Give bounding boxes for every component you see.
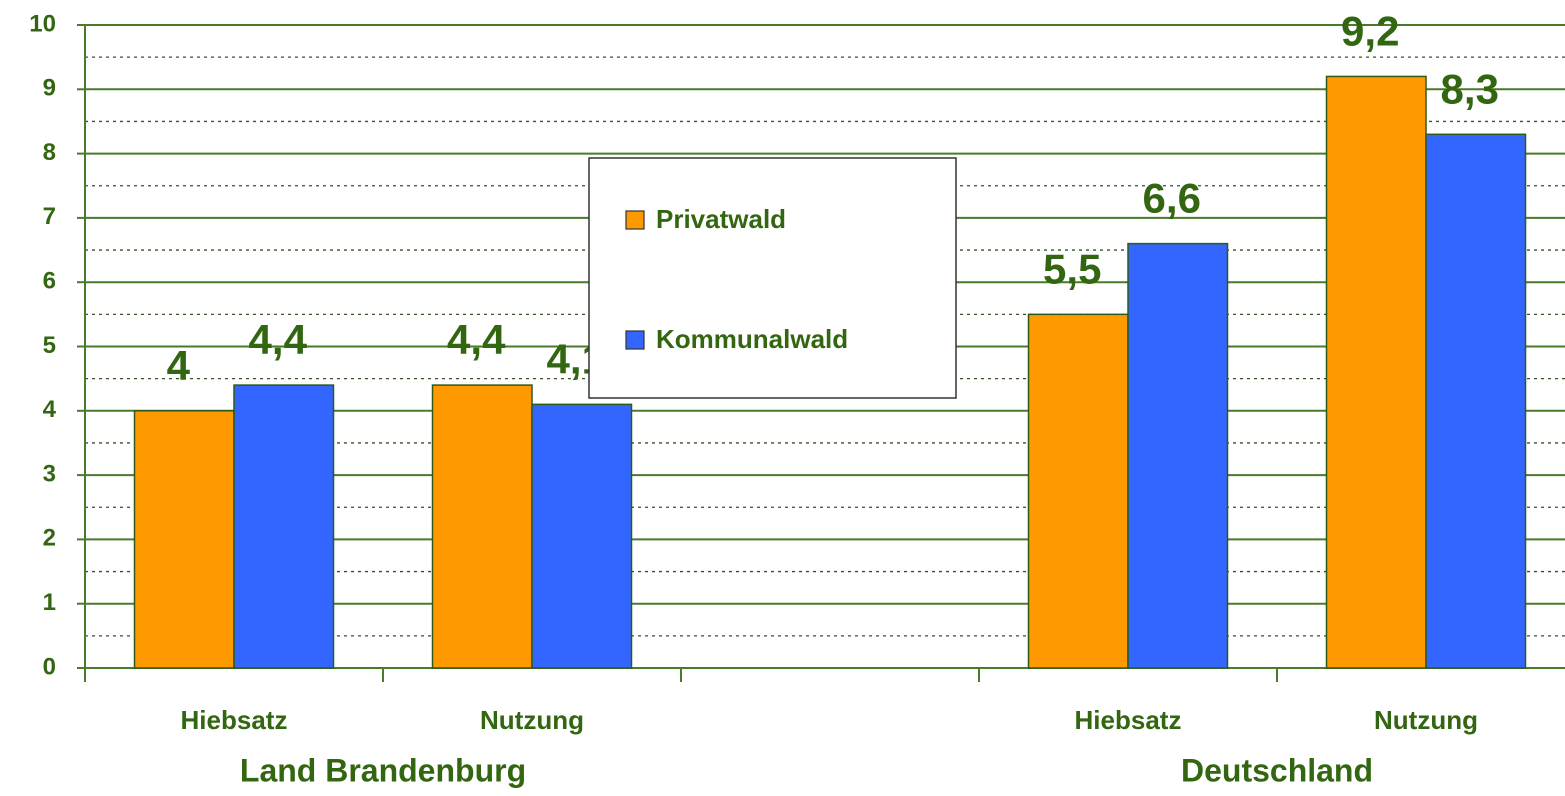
bar <box>1425 133 1527 669</box>
bar <box>133 410 235 669</box>
bar <box>233 384 335 669</box>
legend-label: Privatwald <box>656 204 786 234</box>
x-tick-label: Hiebsatz <box>1075 705 1182 735</box>
y-tick-label: 2 <box>43 525 56 552</box>
value-label: 9,2 <box>1341 8 1399 55</box>
value-label: 6,6 <box>1143 175 1201 222</box>
legend-swatch <box>625 330 645 350</box>
value-label: 8,3 <box>1441 65 1499 112</box>
y-tick-label: 4 <box>43 396 57 423</box>
value-label: 4,4 <box>447 316 506 363</box>
value-label: 4,4 <box>249 316 308 363</box>
y-tick-label: 5 <box>43 332 56 359</box>
value-label: 5,5 <box>1043 245 1101 292</box>
x-tick-label: Nutzung <box>480 705 584 735</box>
x-tick-label: Nutzung <box>1374 705 1478 735</box>
y-tick-label: 6 <box>43 268 56 295</box>
legend-label: Kommunalwald <box>656 324 848 354</box>
y-tick-label: 1 <box>43 589 56 616</box>
legend: Privatwald Kommunalwald <box>588 157 957 399</box>
value-label: 4 <box>167 342 191 389</box>
y-tick-label: 8 <box>43 139 56 166</box>
y-tick-label: 7 <box>43 203 56 230</box>
y-tick-label: 9 <box>43 75 56 102</box>
group-label: Land Brandenburg <box>240 752 526 788</box>
x-tick-label: Hiebsatz <box>181 705 288 735</box>
bar <box>431 384 533 669</box>
y-tick-label: 3 <box>43 460 56 487</box>
bar <box>1127 242 1229 669</box>
group-label: Deutschland <box>1181 752 1373 788</box>
legend-swatch <box>625 210 645 230</box>
y-tick-label: 0 <box>43 653 56 680</box>
y-tick-label: 10 <box>29 10 56 37</box>
bar <box>1027 313 1129 669</box>
bar <box>1325 75 1427 669</box>
bar <box>531 403 633 669</box>
legend-box <box>588 157 957 399</box>
